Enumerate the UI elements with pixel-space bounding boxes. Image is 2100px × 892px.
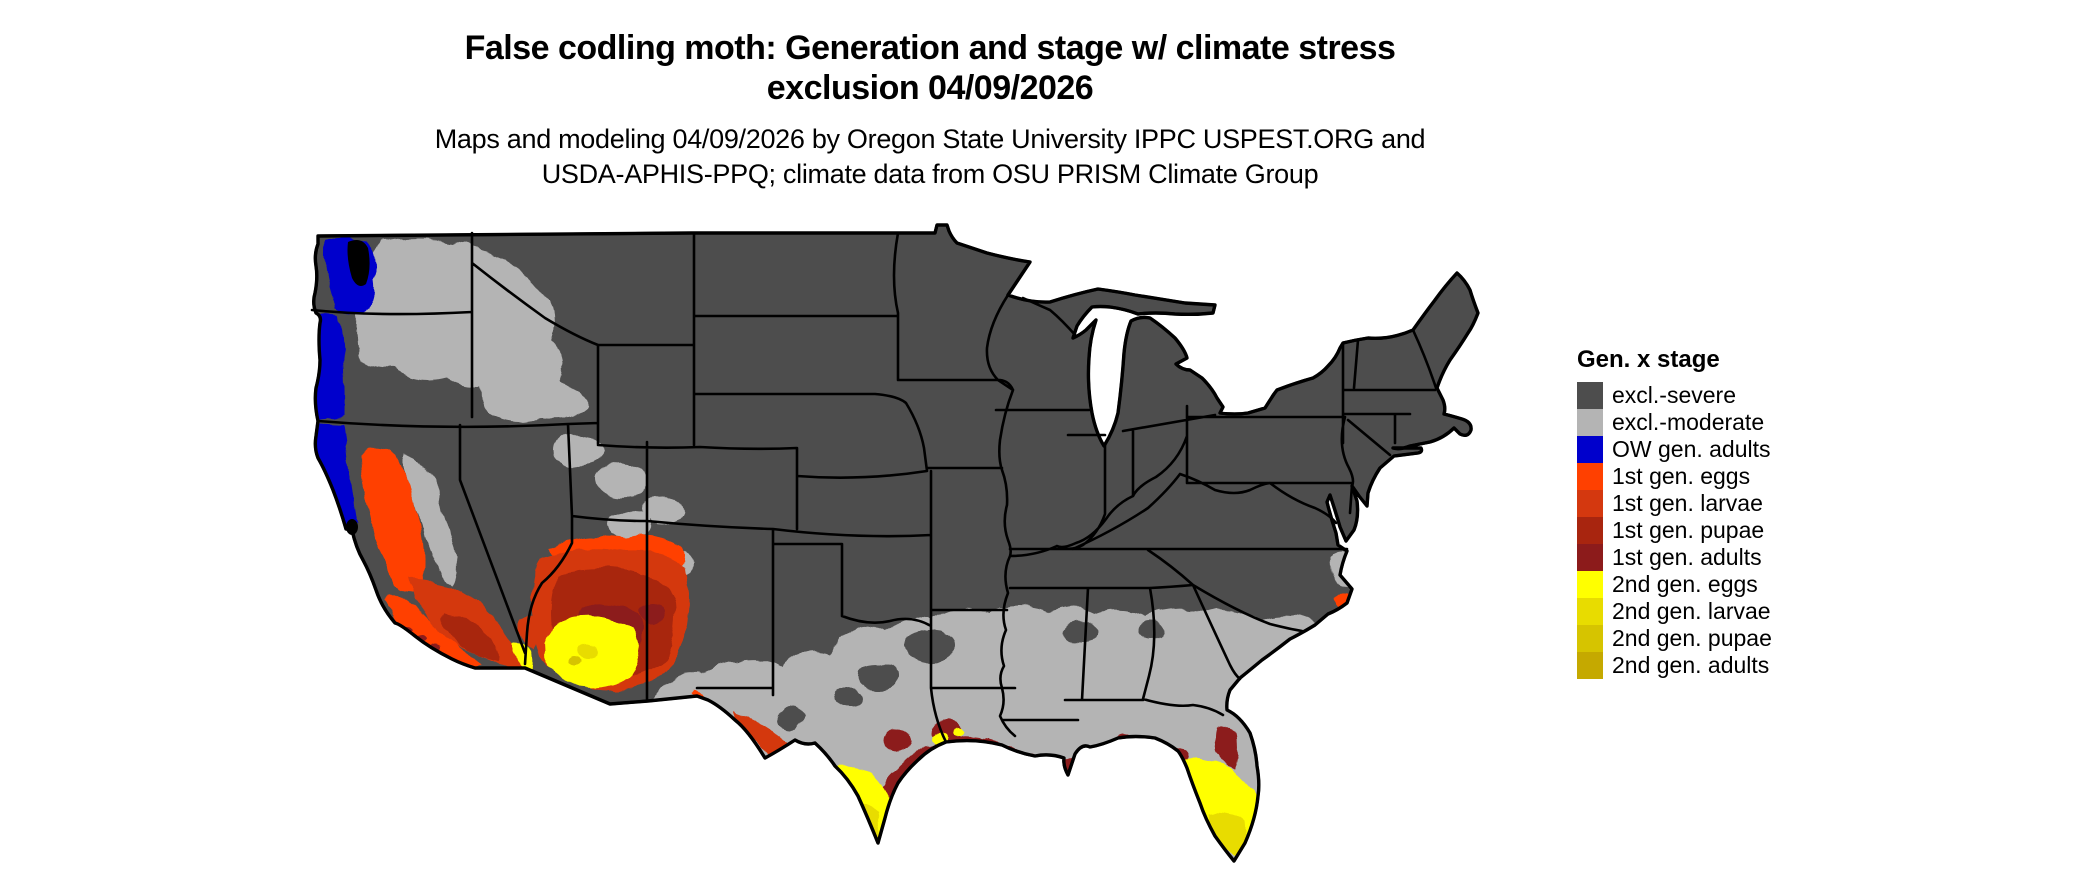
- region-2nd-larvae-az: [578, 643, 598, 657]
- legend-swatch: [1577, 571, 1603, 598]
- legend-item-label: excl.-moderate: [1612, 409, 1765, 435]
- region-excl-moderate-snake: [478, 366, 590, 422]
- legend-swatch: [1577, 463, 1603, 490]
- region-1st-eggs-valley: [360, 447, 425, 594]
- legend-item: excl.-severe: [1577, 382, 1817, 409]
- legend-swatch: [1577, 517, 1603, 544]
- region-2nd-pupae-az: [568, 654, 580, 664]
- region-excl-moderate-pnw: [356, 239, 564, 391]
- region-ow-adults-ca: [313, 423, 358, 526]
- legend-swatch: [1577, 625, 1603, 652]
- legend-swatch: [1577, 652, 1603, 679]
- region-excl-moderate-nm1: [607, 511, 649, 539]
- us-coast-stroke: [312, 223, 1480, 863]
- mottle-dark-3: [1065, 622, 1099, 642]
- legend-item-label: 2nd gen. larvae: [1612, 598, 1771, 624]
- legend-item: 2nd gen. larvae: [1577, 598, 1817, 625]
- region-2nd-larvae-fl: [1210, 811, 1246, 858]
- region-ow-adults-or: [313, 313, 346, 421]
- legend-swatch: [1577, 598, 1603, 625]
- mottle-dark-4: [1139, 621, 1165, 639]
- region-2nd-pupae-stx: [862, 840, 878, 852]
- map-subtitle: Maps and modeling 04/09/2026 by Oregon S…: [0, 122, 1860, 192]
- legend: Gen. x stage excl.-severe excl.-moderate…: [1577, 346, 1817, 679]
- region-2nd-pupae-keys2: [1234, 865, 1244, 871]
- region-2nd-eggs-houston2: [952, 730, 964, 738]
- legend-swatch: [1577, 436, 1603, 463]
- legend-item: excl.-moderate: [1577, 409, 1817, 436]
- legend-item-label: 1st gen. larvae: [1612, 490, 1763, 516]
- legend-item-label: 1st gen. eggs: [1612, 463, 1751, 489]
- legend-item-label: 2nd gen. eggs: [1612, 571, 1758, 597]
- region-excl-moderate-sierra: [405, 453, 457, 586]
- legend-item-label: 2nd gen. adults: [1612, 652, 1770, 678]
- region-2nd-adults-keys: [1246, 862, 1258, 868]
- legend-item: 2nd gen. eggs: [1577, 571, 1817, 598]
- legend-item-label: 2nd gen. pupae: [1612, 625, 1772, 651]
- region-2nd-pupae-keys1: [1221, 863, 1231, 869]
- legend-swatch: [1577, 490, 1603, 517]
- map-title-line2: exclusion 04/09/2026: [766, 69, 1094, 107]
- legend-item: 2nd gen. adults: [1577, 652, 1817, 679]
- legend-item-label: 1st gen. pupae: [1612, 517, 1765, 543]
- legend-item: 2nd gen. pupae: [1577, 625, 1817, 652]
- region-1st-eggs-socal: [383, 590, 482, 674]
- region-excl-moderate-ut: [641, 495, 683, 525]
- region-1st-larvae-nv: [520, 616, 540, 650]
- sf-bay-water: [346, 519, 358, 535]
- map-subtitle-line1: Maps and modeling 04/09/2026 by Oregon S…: [434, 124, 1426, 154]
- region-1st-adults-matagorda: [884, 728, 912, 752]
- legend-item: 1st gen. larvae: [1577, 490, 1817, 517]
- map-subtitle-line2: USDA-APHIS-PPQ; climate data from OSU PR…: [541, 159, 1319, 189]
- puget-sound-water: [347, 240, 370, 286]
- mottle-dark-6: [776, 707, 804, 729]
- legend-item: 1st gen. pupae: [1577, 517, 1817, 544]
- region-1st-adults-az2: [639, 605, 665, 625]
- us-map-svg: [310, 223, 1480, 871]
- us-choropleth-map: [230, 218, 1510, 878]
- legend-item-label: OW gen. adults: [1612, 436, 1771, 462]
- region-excl-moderate-nv2: [595, 462, 649, 498]
- legend-item: 1st gen. adults: [1577, 544, 1817, 571]
- legend-item: OW gen. adults: [1577, 436, 1817, 463]
- legend-swatch: [1577, 382, 1603, 409]
- legend-item-label: 1st gen. adults: [1612, 544, 1762, 570]
- map-title-line1: False codling moth: Generation and stage…: [464, 29, 1396, 67]
- region-1st-pupae-socal: [442, 613, 499, 663]
- mottle-dark-5: [835, 688, 865, 708]
- region-1st-adults-nefl: [1213, 727, 1240, 770]
- legend-swatch: [1577, 409, 1603, 436]
- state-borders: [310, 231, 1438, 744]
- map-title: False codling moth: Generation and stage…: [0, 28, 1860, 108]
- legend-item: 1st gen. eggs: [1577, 463, 1817, 490]
- legend-title: Gen. x stage: [1577, 346, 1720, 373]
- legend-swatch: [1577, 544, 1603, 571]
- mottle-dark-2: [858, 663, 898, 689]
- legend-item-label: excl.-severe: [1612, 382, 1736, 408]
- legend-items: excl.-severe excl.-moderate OW gen. adul…: [1577, 382, 1817, 679]
- region-2nd-eggs-seca: [512, 641, 534, 673]
